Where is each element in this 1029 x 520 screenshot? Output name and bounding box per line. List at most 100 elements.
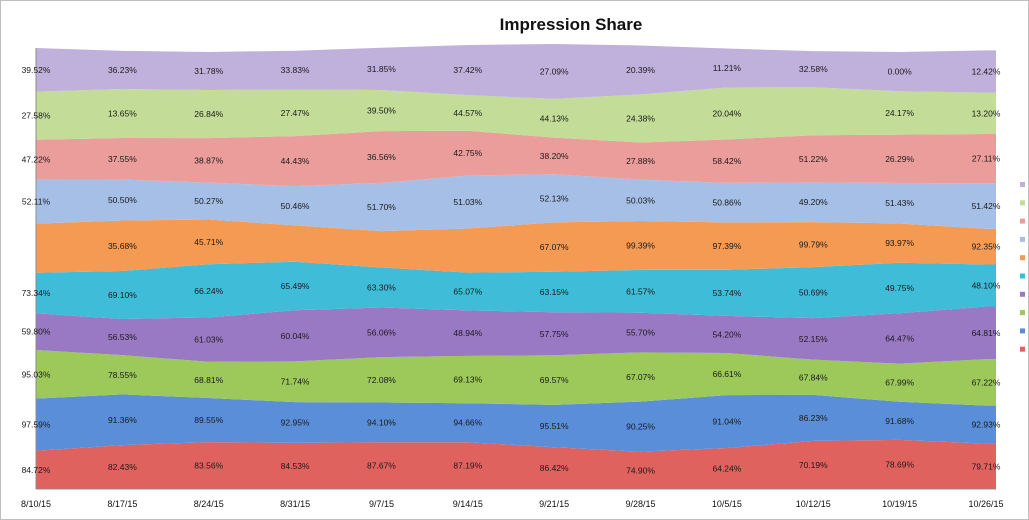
data-label: 27.58% <box>22 111 51 121</box>
data-label: 31.78% <box>194 66 223 76</box>
data-label: 55.70% <box>626 328 655 338</box>
data-label: 97.59% <box>22 420 51 430</box>
data-label: 95.51% <box>540 421 569 431</box>
legend-swatch <box>1020 310 1025 316</box>
area-series-2 <box>36 394 996 452</box>
data-label: 67.07% <box>540 242 569 252</box>
data-label: 91.04% <box>712 417 741 427</box>
data-label: 26.84% <box>194 109 223 119</box>
data-label: 65.07% <box>453 287 482 297</box>
data-label: 94.66% <box>453 418 482 428</box>
data-label: 56.06% <box>367 327 396 337</box>
data-label: 64.81% <box>972 328 1001 338</box>
data-label: 51.43% <box>885 198 914 208</box>
data-label: 69.57% <box>540 375 569 385</box>
data-label: 52.15% <box>799 334 828 344</box>
data-label: 39.52% <box>22 65 51 75</box>
data-label: 91.36% <box>108 415 137 425</box>
data-label: 95.03% <box>22 369 51 379</box>
data-label: 13.65% <box>108 108 137 118</box>
data-label: 89.55% <box>194 415 223 425</box>
data-label: 56.53% <box>108 332 137 342</box>
x-tick-label: 10/26/15 <box>968 499 1003 509</box>
data-label: 99.79% <box>799 240 828 250</box>
x-tick-label: 9/28/15 <box>626 499 656 509</box>
data-label: 50.50% <box>108 195 137 205</box>
data-label: 50.86% <box>712 198 741 208</box>
data-label: 92.35% <box>972 242 1001 252</box>
data-label: 38.20% <box>540 151 569 161</box>
data-label: 53.74% <box>712 288 741 298</box>
data-label: 36.56% <box>367 152 396 162</box>
data-label: 20.04% <box>712 108 741 118</box>
data-label: 72.08% <box>367 375 396 385</box>
data-label: 51.70% <box>367 202 396 212</box>
area-series-8 <box>36 130 996 187</box>
data-label: 82.43% <box>108 462 137 472</box>
data-label: 51.22% <box>799 154 828 164</box>
x-tick-label: 9/14/15 <box>453 499 483 509</box>
data-label: 48.10% <box>972 281 1001 291</box>
data-label: 66.61% <box>712 369 741 379</box>
data-label: 74.90% <box>626 465 655 475</box>
legend-swatch <box>1020 236 1025 242</box>
data-label: 84.72% <box>22 465 51 475</box>
data-label: 69.10% <box>108 290 137 300</box>
area-series-6 <box>36 219 996 273</box>
data-label: 49.20% <box>799 197 828 207</box>
data-label: 63.15% <box>540 287 569 297</box>
data-label: 52.11% <box>22 197 51 207</box>
data-label: 24.38% <box>626 113 655 123</box>
data-label: 64.24% <box>712 463 741 473</box>
data-label: 86.42% <box>540 463 569 473</box>
data-label: 20.39% <box>626 65 655 75</box>
data-label: 65.49% <box>281 281 310 291</box>
data-label: 13.20% <box>972 108 1001 118</box>
legend-swatch <box>1020 200 1025 206</box>
data-label: 27.47% <box>281 108 310 118</box>
data-label: 90.25% <box>626 422 655 432</box>
data-label: 78.55% <box>108 370 137 380</box>
area-series-3 <box>36 350 996 406</box>
data-label: 0.00% <box>888 67 913 77</box>
data-label: 27.09% <box>540 66 569 76</box>
legend-swatch <box>1020 218 1025 224</box>
data-label: 70.19% <box>799 460 828 470</box>
data-label: 94.10% <box>367 417 396 427</box>
data-label: 33.83% <box>281 65 310 75</box>
data-label: 37.42% <box>453 65 482 75</box>
data-label: 42.75% <box>453 148 482 158</box>
data-label: 61.57% <box>626 286 655 296</box>
data-label: 54.20% <box>712 329 741 339</box>
data-label: 67.99% <box>885 378 914 388</box>
data-label: 27.88% <box>626 156 655 166</box>
data-label: 50.69% <box>799 288 828 298</box>
data-label: 27.11% <box>972 154 1001 164</box>
data-label: 67.07% <box>626 372 655 382</box>
data-label: 32.58% <box>799 64 828 74</box>
data-label: 59.80% <box>22 327 51 337</box>
x-tick-label: 8/17/15 <box>107 499 137 509</box>
data-label: 69.13% <box>453 375 482 385</box>
data-label: 24.17% <box>885 108 914 118</box>
data-label: 44.57% <box>453 108 482 118</box>
x-tick-label: 8/24/15 <box>194 499 224 509</box>
data-label: 86.23% <box>799 413 828 423</box>
legend-swatch <box>1020 291 1025 297</box>
data-label: 48.94% <box>453 328 482 338</box>
data-label: 67.84% <box>799 372 828 382</box>
data-label: 12.42% <box>972 67 1001 77</box>
data-label: 91.68% <box>885 416 914 426</box>
data-label: 83.56% <box>194 461 223 471</box>
data-label: 93.97% <box>885 238 914 248</box>
legend-swatch <box>1020 273 1025 279</box>
data-label: 87.19% <box>453 461 482 471</box>
legend-swatch <box>1020 182 1025 187</box>
data-label: 68.81% <box>194 375 223 385</box>
data-label: 51.42% <box>972 201 1001 211</box>
area-series-9 <box>36 87 996 143</box>
data-label: 92.95% <box>281 417 310 427</box>
data-label: 50.03% <box>626 195 655 205</box>
